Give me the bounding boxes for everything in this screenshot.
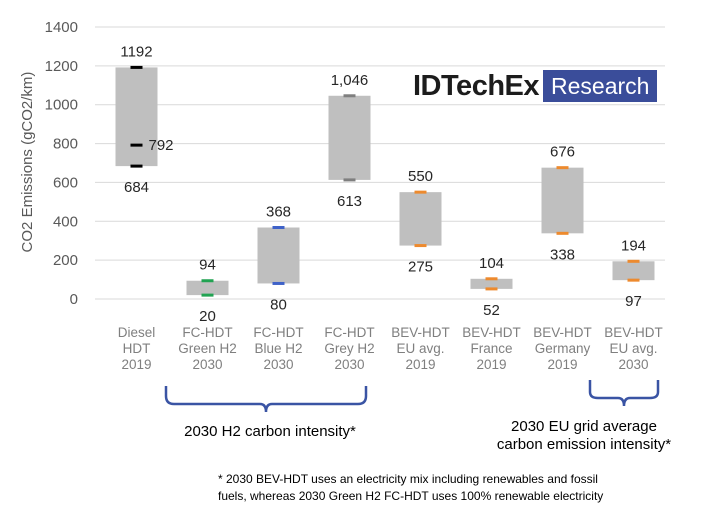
eu-bracket-label-2: carbon emission intensity*	[497, 436, 671, 453]
y-tick-label: 600	[53, 174, 78, 191]
logo-research-box: Research	[543, 70, 658, 102]
category-label: 2030	[263, 357, 293, 372]
category-label: BEV-HDT	[604, 325, 663, 340]
range-group: 1192 684 792	[115, 43, 174, 196]
category-label: EU avg.	[609, 341, 657, 356]
category-label: 2019	[476, 357, 506, 372]
range-bar	[186, 280, 229, 296]
category-label: FC-HDT	[253, 325, 303, 340]
high-value-label: 1192	[120, 43, 152, 60]
low-value-label: 275	[408, 259, 433, 276]
category-label: EU avg.	[396, 341, 444, 356]
low-value-label: 80	[270, 296, 287, 313]
category-label: BEV-HDT	[391, 325, 450, 340]
eu-bracket-label-1: 2030 EU grid average	[511, 418, 657, 435]
range-group: 104 52	[470, 255, 513, 319]
footnote-line-2: fuels, whereas 2030 Green H2 FC-HDT uses…	[218, 489, 603, 503]
y-tick-label: 0	[70, 291, 78, 308]
category-label: Germany	[535, 341, 591, 356]
category-label: 2030	[192, 357, 222, 372]
category-label: France	[470, 341, 512, 356]
category-label: Blue H2	[254, 341, 302, 356]
range-bar	[115, 67, 158, 167]
category-label: BEV-HDT	[533, 325, 592, 340]
range-bar	[257, 227, 300, 284]
range-group: 550 275	[399, 168, 442, 276]
category-label: Green H2	[178, 341, 237, 356]
y-axis-label: CO2 Emissions (gCO2/km)	[19, 72, 36, 253]
high-value-label: 1,046	[331, 72, 369, 89]
category-label: HDT	[123, 341, 151, 356]
idtechex-logo: IDTechEx Research	[413, 70, 658, 102]
category-label: 2019	[405, 357, 435, 372]
eu-bracket	[588, 380, 660, 407]
high-value-label: 550	[408, 168, 433, 185]
y-tick-label: 1200	[45, 58, 78, 75]
low-value-label: 20	[199, 308, 216, 325]
y-tick-label: 1400	[45, 19, 78, 36]
low-value-label: 338	[550, 246, 575, 263]
category-label: 2030	[618, 357, 648, 372]
y-tick-label: 200	[53, 252, 78, 269]
y-tick-label: 800	[53, 136, 78, 153]
category-label: FC-HDT	[324, 325, 374, 340]
range-bar	[612, 261, 655, 281]
range-bar	[541, 167, 584, 234]
y-tick-label: 400	[53, 213, 78, 230]
range-bar	[399, 192, 442, 246]
range-group: 194 97	[612, 237, 655, 310]
category-label: 2030	[334, 357, 364, 372]
range-group: 94 20	[186, 257, 229, 325]
mid-value-label: 792	[149, 137, 174, 154]
range-group: 368 80	[257, 204, 300, 313]
range-bars: 1192 684 792 94 20 368 80 1,046 613 550 275 104 52 67…	[115, 43, 655, 325]
high-value-label: 94	[199, 257, 216, 274]
logo-wordmark: IDTechEx	[413, 70, 540, 102]
high-value-label: 104	[479, 255, 504, 272]
h2-bracket	[164, 386, 368, 413]
low-value-label: 613	[337, 193, 362, 210]
category-label: FC-HDT	[182, 325, 232, 340]
range-bar	[470, 278, 513, 289]
gridlines	[95, 26, 665, 300]
low-value-label: 52	[483, 302, 500, 319]
high-value-label: 368	[266, 204, 291, 221]
footnote-line-1: * 2030 BEV-HDT uses an electricity mix i…	[218, 472, 598, 486]
category-label: 2019	[547, 357, 577, 372]
category-label: BEV-HDT	[462, 325, 521, 340]
y-tick-label: 1000	[45, 97, 78, 114]
y-axis-ticks: 0 200 400 600 800 1000 1200 1400	[45, 19, 78, 308]
range-group: 676 338	[541, 144, 584, 263]
high-value-label: 676	[550, 144, 575, 161]
range-bar	[328, 95, 371, 180]
category-label: 2019	[121, 357, 151, 372]
category-label: Grey H2	[324, 341, 374, 356]
h2-bracket-label: 2030 H2 carbon intensity*	[184, 423, 356, 440]
category-label: Diesel	[118, 325, 156, 340]
range-group: 1,046 613	[328, 72, 371, 210]
low-value-label: 97	[625, 293, 642, 310]
low-value-label: 684	[124, 179, 149, 196]
high-value-label: 194	[621, 237, 646, 254]
